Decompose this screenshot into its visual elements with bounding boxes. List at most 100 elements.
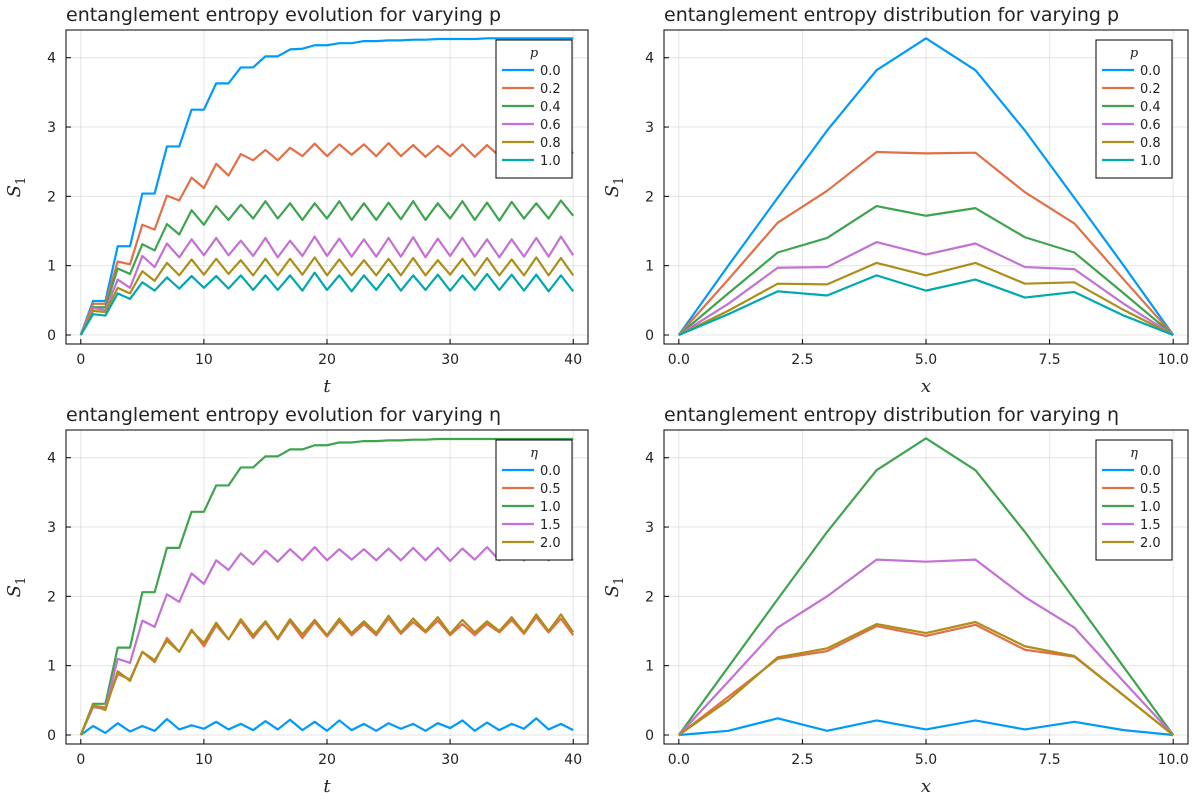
- y-tick-label: 4: [645, 51, 654, 67]
- y-tick-label: 0: [47, 728, 56, 744]
- series-line-0.0: [677, 37, 1175, 336]
- legend-label: 1.0: [540, 154, 561, 169]
- y-tick-label: 1: [47, 659, 56, 675]
- legend-label: 1.5: [1140, 518, 1161, 533]
- y-tick-label: 2: [47, 189, 56, 205]
- x-tick-label: 5.0: [915, 752, 937, 768]
- legend-label: 0.0: [540, 464, 561, 479]
- series-line-0.0: [678, 717, 1174, 737]
- legend-label: 0.5: [1140, 482, 1161, 497]
- legend-label: 1.0: [1140, 154, 1161, 169]
- x-tick-label: 10: [195, 352, 213, 368]
- x-axis-label: t: [323, 776, 331, 797]
- x-axis-label: x: [921, 376, 931, 397]
- legend-label: 0.4: [540, 100, 561, 115]
- legend-box: [495, 439, 573, 561]
- y-tick-label: 2: [645, 189, 654, 205]
- chart-panel-1: 0 10 20 30 40 0 1 2 3 4 entanglement entropy evolu…: [4, 4, 589, 397]
- y-tick-label: 1: [47, 259, 56, 275]
- x-axis-label: t: [323, 376, 331, 397]
- y-tick-label: 2: [645, 589, 654, 605]
- y-axis-label: S1: [602, 577, 627, 598]
- x-tick-label: 30: [441, 352, 459, 368]
- legend-title: η: [530, 446, 538, 461]
- legend: p0.0 0.2 0.4 0.6 0.8 1.0: [1095, 39, 1173, 179]
- y-tick-label: 4: [645, 451, 654, 467]
- series-line-0.4: [79, 199, 575, 336]
- legend-title: p: [1130, 46, 1139, 61]
- series-line-0.0: [80, 717, 574, 736]
- y-tick-label: 0: [645, 728, 654, 744]
- series-line-1.0: [79, 437, 574, 736]
- series-line-2.0: [79, 613, 575, 736]
- x-tick-label: 0: [76, 752, 85, 768]
- chart-title: entanglement entropy evolution for varyi…: [66, 404, 501, 426]
- series-line-0.8: [678, 261, 1174, 336]
- x-tick-label: 10.0: [1158, 352, 1189, 368]
- legend-label: 0.8: [540, 136, 561, 151]
- legend-label: 0.0: [540, 64, 561, 79]
- series-line-1.0: [678, 274, 1174, 337]
- legend-box: [495, 39, 573, 179]
- legend-label: 1.0: [1140, 500, 1161, 515]
- x-tick-label: 20: [318, 352, 336, 368]
- series-line-0.0: [79, 37, 574, 336]
- y-axis-label: S1: [4, 177, 29, 198]
- series-line-0.2: [678, 150, 1174, 336]
- legend-label: 2.0: [1140, 536, 1161, 551]
- legend-title: η: [1130, 446, 1138, 461]
- legend-label: 1.5: [540, 518, 561, 533]
- series-line-1.5: [79, 546, 574, 736]
- x-tick-label: 30: [441, 752, 459, 768]
- legend-label: 0.0: [1140, 464, 1161, 479]
- y-tick-label: 1: [645, 259, 654, 275]
- legend-label: 0.5: [540, 482, 561, 497]
- y-tick-label: 3: [645, 520, 654, 536]
- y-tick-label: 1: [645, 659, 654, 675]
- series-line-0.8: [79, 256, 575, 336]
- chart-title: entanglement entropy evolution for varyi…: [66, 4, 501, 26]
- series-line-0.6: [79, 235, 575, 336]
- series-line-0.4: [678, 204, 1174, 336]
- y-tick-label: 4: [47, 51, 56, 67]
- y-axis-label: S1: [602, 177, 627, 198]
- legend-label: 0.2: [540, 82, 561, 97]
- legend-label: 0.8: [1140, 136, 1161, 151]
- series-line-0.6: [678, 241, 1174, 336]
- x-tick-label: 10: [195, 752, 213, 768]
- x-axis-label: x: [921, 776, 931, 797]
- x-tick-label: 20: [318, 752, 336, 768]
- series-line-0.2: [79, 141, 574, 336]
- x-tick-label: 40: [564, 752, 582, 768]
- x-tick-label: 10.0: [1158, 752, 1189, 768]
- x-tick-label: 0.0: [668, 752, 690, 768]
- legend-box: [1095, 39, 1173, 179]
- y-tick-label: 0: [47, 328, 56, 344]
- y-tick-label: 4: [47, 451, 56, 467]
- x-tick-label: 5.0: [915, 352, 937, 368]
- legend-label: 1.0: [540, 500, 561, 515]
- x-tick-label: 7.5: [1038, 752, 1060, 768]
- legend-title: p: [530, 46, 539, 61]
- x-tick-label: 2.5: [791, 752, 813, 768]
- x-tick-label: 2.5: [791, 352, 813, 368]
- x-tick-label: 7.5: [1038, 352, 1060, 368]
- chart-panel-4: 0.0 2.5 5.0 7.5 10.0 0 1 2 3 4 entanglement entrop…: [602, 404, 1189, 797]
- series-line-1.5: [678, 558, 1174, 736]
- legend-label: 0.0: [1140, 64, 1161, 79]
- x-tick-label: 40: [564, 352, 582, 368]
- legend: p0.0 0.2 0.4 0.6 0.8 1.0: [495, 39, 573, 179]
- legend: η0.0 0.5 1.0 1.5 2.0: [1095, 439, 1173, 561]
- series-line-2.0: [678, 620, 1174, 736]
- chart-panel-2: 0.0 2.5 5.0 7.5 10.0 0 1 2 3 4 entanglement entrop…: [602, 4, 1189, 397]
- legend-label: 0.6: [1140, 118, 1161, 133]
- y-tick-label: 3: [47, 520, 56, 536]
- chart-title: entanglement entropy distribution for va…: [664, 404, 1119, 426]
- legend: η0.0 0.5 1.0 1.5 2.0: [495, 439, 573, 561]
- series-line-1.0: [677, 437, 1175, 736]
- x-tick-label: 0.0: [668, 352, 690, 368]
- y-tick-label: 0: [645, 328, 654, 344]
- y-tick-label: 3: [47, 120, 56, 136]
- y-tick-label: 2: [47, 589, 56, 605]
